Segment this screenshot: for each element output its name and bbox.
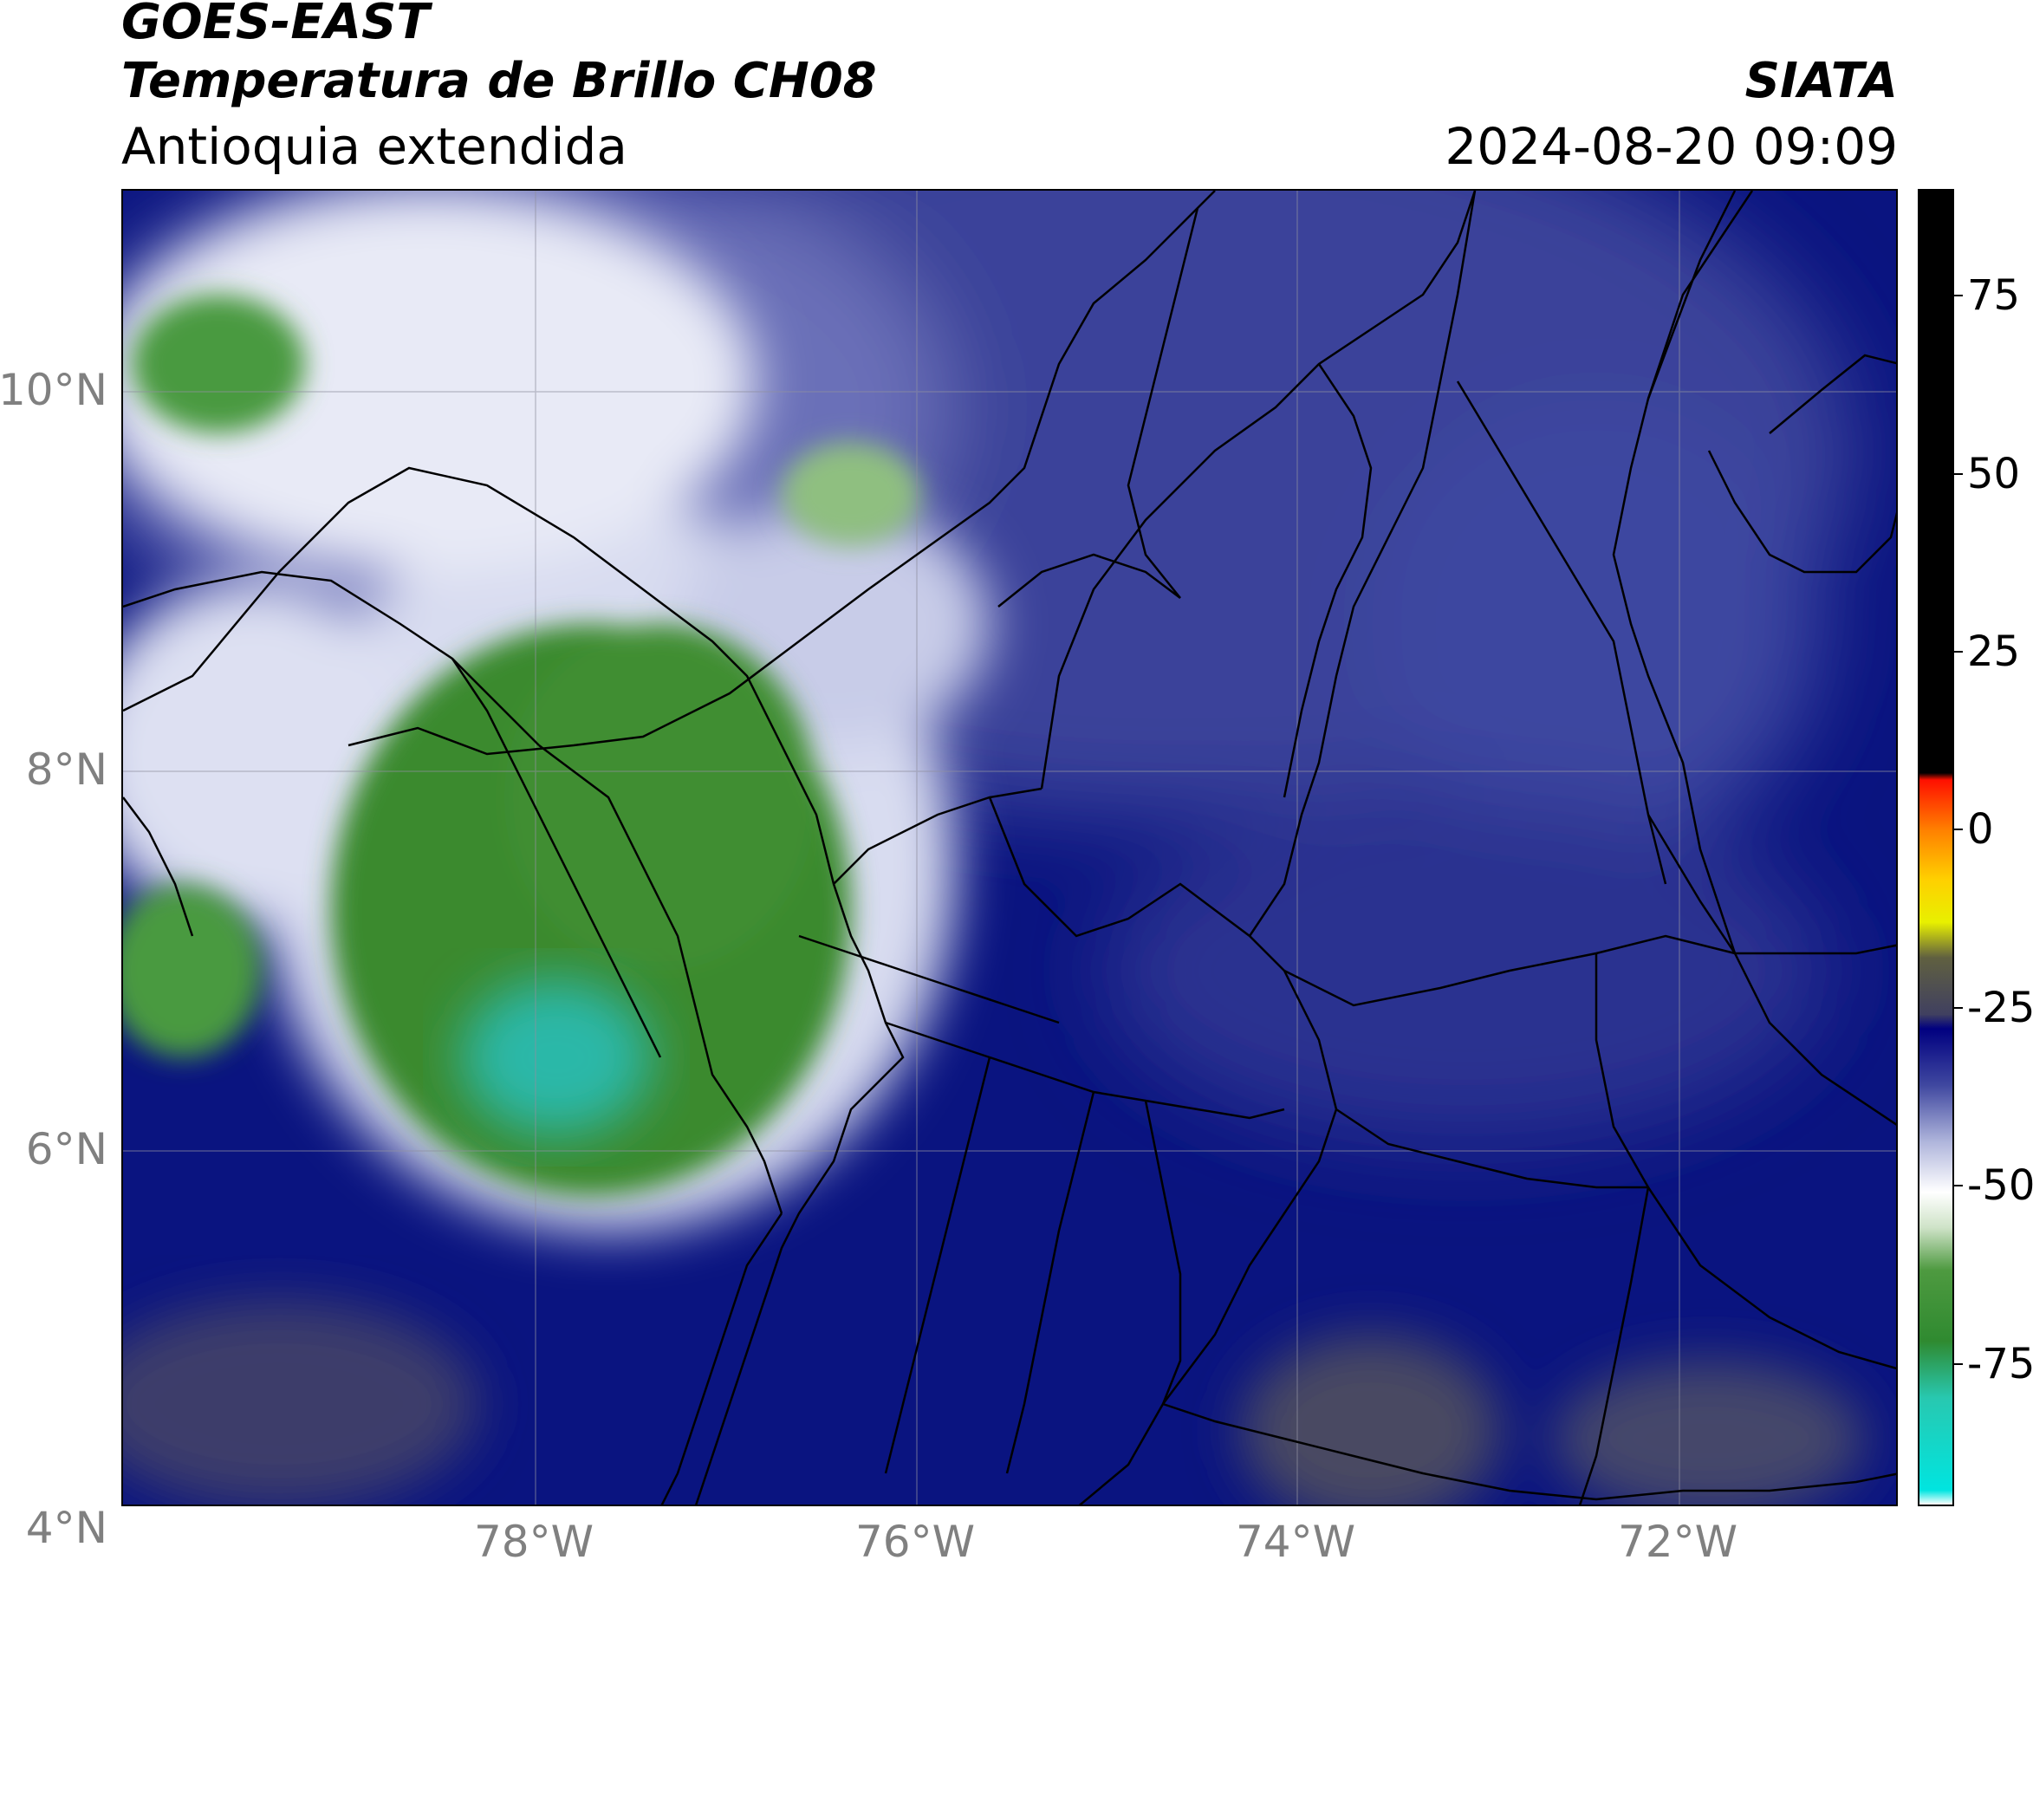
lat-label-4: 4°N (25, 1503, 107, 1553)
lon-label-78: 78°W (473, 1517, 594, 1567)
colorbar-tick-label: 50 (1967, 449, 2021, 498)
temperature-colorbar (1918, 189, 1954, 1506)
lat-label-10: 10°N (0, 365, 107, 415)
colorbar-tick-mark (1954, 1185, 1963, 1187)
lon-label-76: 76°W (854, 1517, 976, 1567)
brightness-temperature-map (121, 189, 1898, 1506)
lat-label-6: 6°N (25, 1124, 107, 1174)
colorbar-tick-mark (1954, 829, 1963, 831)
cold-cloud-tops (123, 295, 920, 1196)
satellite-title: GOES-EAST (121, 0, 430, 50)
colorbar-tick-label: 0 (1967, 805, 1994, 855)
colorbar-tick-mark (1954, 295, 1963, 297)
warm-gray-field (123, 1300, 1865, 1505)
colorbar-tick-mark (1954, 651, 1963, 653)
political-borders (123, 191, 1896, 1505)
product-title: Temperatura de Brillo CH08 (121, 53, 877, 109)
map-canvas (123, 191, 1896, 1505)
region-subtitle: Antioquia extendida (121, 117, 627, 176)
colorbar-tick-mark (1954, 472, 1963, 475)
lat-label-8: 8°N (25, 744, 107, 795)
colorbar-tick-label: -50 (1967, 1161, 2033, 1211)
agency-label: SIATA (1744, 53, 1898, 109)
colorbar-tick-label: 75 (1967, 271, 2021, 321)
colorbar-tick-label: -25 (1967, 983, 2033, 1032)
colorbar-tick-mark (1954, 1006, 1963, 1009)
datetime-label: 2024-08-20 09:09 (1445, 117, 1898, 176)
lon-label-72: 72°W (1617, 1517, 1738, 1567)
coldest-core (461, 979, 652, 1135)
colorbar-tick-mark (1954, 1362, 1963, 1365)
lon-label-74: 74°W (1235, 1517, 1356, 1567)
graticule (123, 191, 1896, 1505)
colorbar-tick-label: -75 (1967, 1339, 2033, 1388)
colorbar-tick-label: 25 (1967, 627, 2021, 677)
